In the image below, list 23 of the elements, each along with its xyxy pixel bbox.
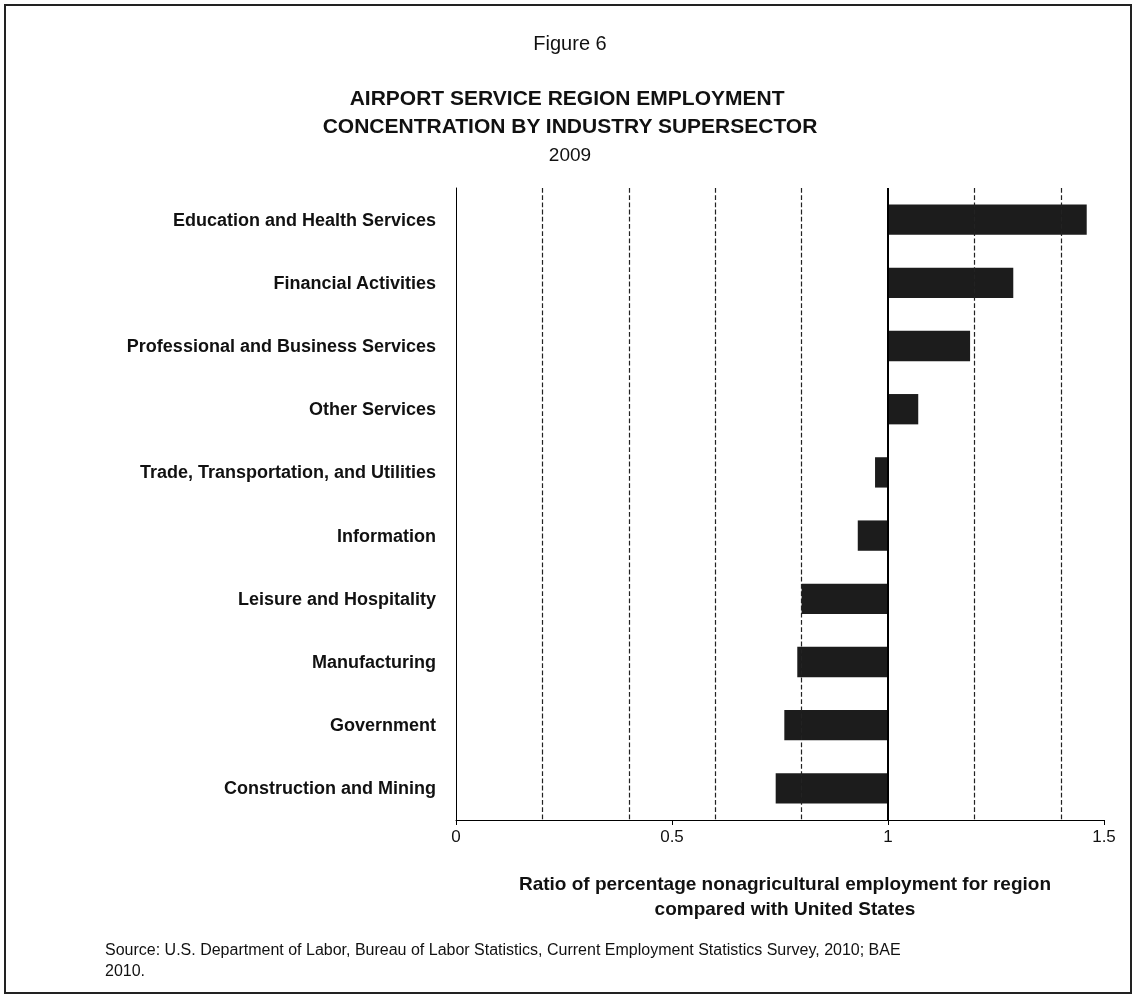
source-note: Source: U.S. Department of Labor, Bureau of Labor Statistics, Current Employment Statistics Survey, 2010; BAE 2010. (105, 940, 902, 981)
chart-subtitle: 2009 (548, 144, 592, 165)
chart-title: AIRPORT SERVICE REGION EMPLOYMENT CONCENTRATION BY INDUSTRY SUPERSECTOR (322, 85, 818, 137)
x-tick-label: 0 (451, 827, 461, 846)
bar (875, 457, 888, 488)
bar (857, 520, 888, 551)
y-tick-label: Government (329, 715, 436, 736)
y-tick-label: Leisure and Hospitality (237, 588, 436, 609)
y-tick-label: Construction and Mining (224, 778, 436, 799)
x-axis-title: Ratio of percentage nonagricultural employment for region compared with United States (517, 872, 1053, 921)
y-tick-label: Financial Activities (273, 272, 436, 293)
y-tick-label: Trade, Transportation, and Utilities (139, 462, 436, 483)
x-tick-label: 0.5 (660, 827, 684, 846)
y-tick-label: Professional and Business Services (126, 336, 436, 356)
y-tick-label: Information (337, 525, 436, 546)
y-tick-label: Education and Health Services (172, 209, 436, 230)
bar (888, 394, 919, 425)
y-tick-label: Other Services (308, 399, 436, 420)
y-tick-label: Manufacturing (312, 652, 436, 672)
caption: Figure 6 (532, 32, 608, 55)
x-tick-label: 1 (883, 827, 893, 846)
bar (888, 330, 971, 362)
x-tick-label: 1.5 (1092, 827, 1116, 846)
